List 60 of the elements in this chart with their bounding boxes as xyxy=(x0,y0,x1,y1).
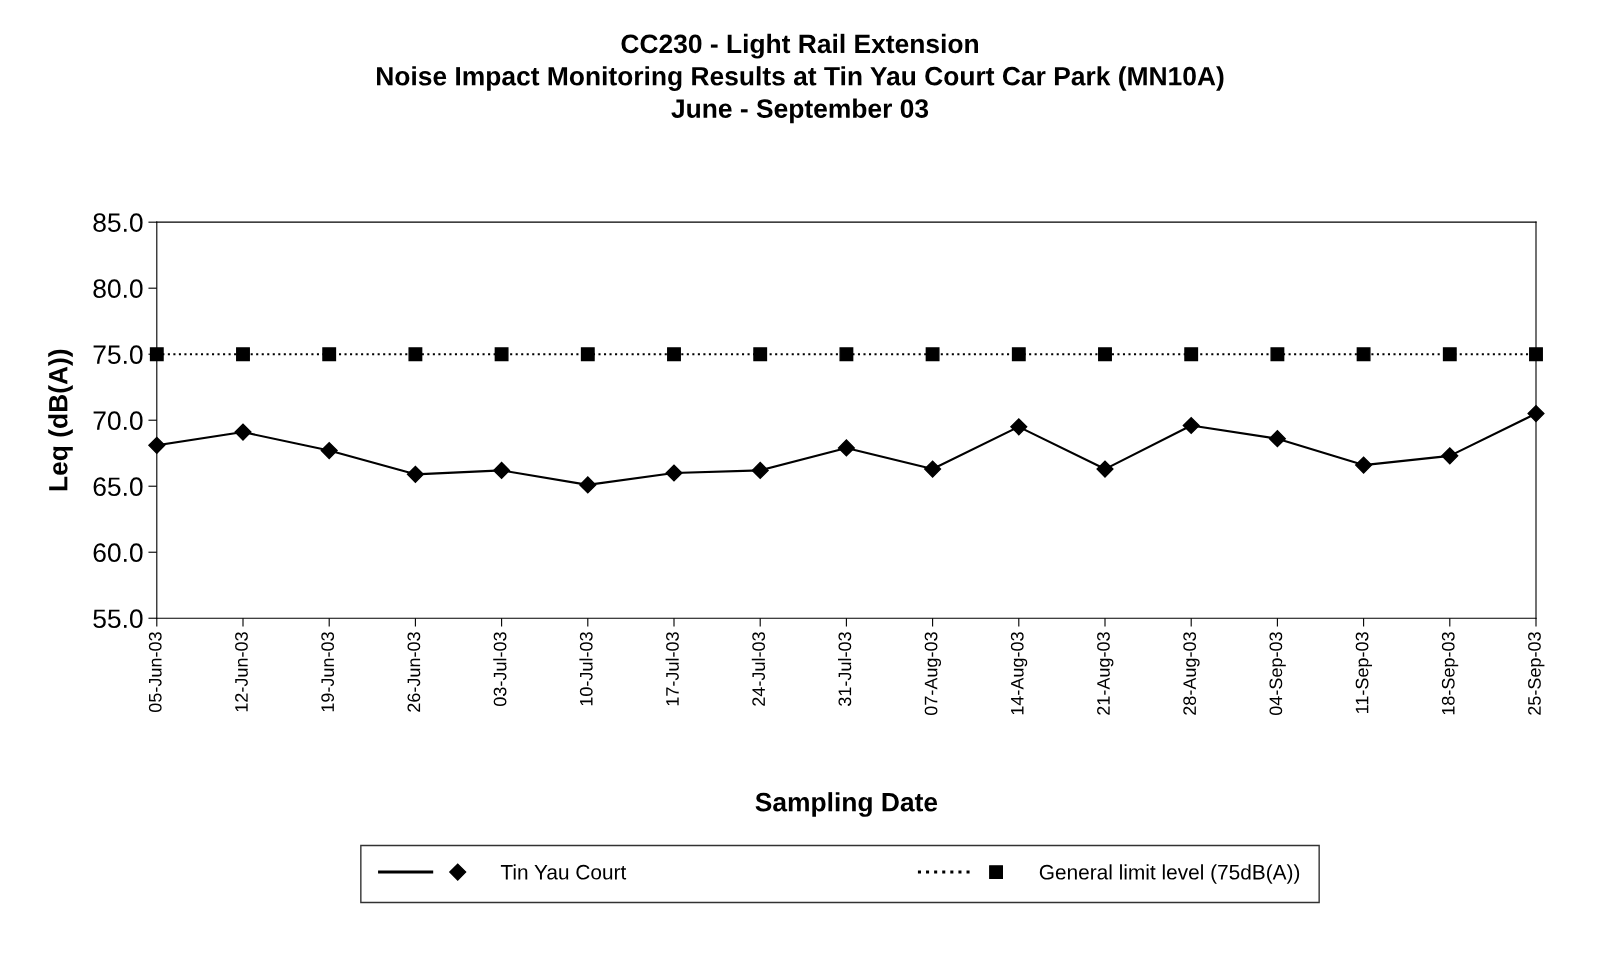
point xyxy=(234,423,252,441)
point xyxy=(1355,456,1373,474)
x-tick-label: 18-Sep-03 xyxy=(1441,632,1459,715)
point xyxy=(1356,347,1371,362)
point xyxy=(580,347,595,362)
point xyxy=(494,347,509,362)
point xyxy=(1182,416,1200,435)
point xyxy=(925,347,940,362)
y-tick-label: 70.0 xyxy=(93,411,143,431)
point xyxy=(1270,347,1285,362)
chart-title: CC230 - Light Rail Extension Noise Impact Monitoring Results at Tin Yau Court Car Park (MN10A) June - September 03 xyxy=(377,33,1224,124)
y-tick-label: 85.0 xyxy=(93,213,143,232)
point xyxy=(579,476,597,494)
point xyxy=(751,461,769,479)
x-tick-label: 14-Aug-03 xyxy=(1010,632,1028,715)
y-axis-title: Leq (dB(A)) xyxy=(48,349,73,491)
x-tick-label: 25-Sep-03 xyxy=(1528,632,1545,715)
x-tick-label: 05-Jun-03 xyxy=(148,632,162,713)
point xyxy=(837,439,855,457)
point xyxy=(1268,430,1286,448)
point xyxy=(667,347,681,362)
x-tick-label: 11-Sep-03 xyxy=(1355,632,1373,714)
y-tick-label: 55.0 xyxy=(93,609,143,629)
x-axis-title: Sampling Date xyxy=(755,792,938,817)
point xyxy=(753,347,768,362)
point xyxy=(408,347,423,362)
x-tick-label: 17-Jul-03 xyxy=(665,632,679,706)
x-tick-label: 26-Jun-03 xyxy=(407,632,421,712)
x-tick-label: 03-Jul-03 xyxy=(493,632,507,706)
point xyxy=(236,347,250,362)
point xyxy=(1442,347,1457,362)
x-tick-label: 12-Jun-03 xyxy=(235,632,248,712)
legend-label: General limit level (75dB(A)) xyxy=(1039,864,1300,884)
x-tick-label: 10-Jul-03 xyxy=(579,632,593,706)
point xyxy=(1184,347,1199,362)
x-tick-label: 28-Aug-03 xyxy=(1183,632,1200,715)
point xyxy=(322,347,337,362)
point xyxy=(665,464,683,482)
x-tick-label: 07-Aug-03 xyxy=(924,632,942,716)
point xyxy=(1011,347,1026,362)
y-tick-label: 75.0 xyxy=(93,345,143,365)
point xyxy=(1098,347,1112,362)
point xyxy=(149,347,164,362)
point xyxy=(1096,460,1114,478)
point xyxy=(406,465,424,483)
y-tick-label: 65.0 xyxy=(93,477,143,497)
point xyxy=(839,347,854,362)
x-tick-label: 04-Sep-03 xyxy=(1269,632,1286,716)
x-tick-label: 31-Jul-03 xyxy=(837,632,852,707)
y-tick-label: 60.0 xyxy=(93,543,143,563)
y-tick-label: 80.0 xyxy=(93,279,143,299)
legend-label: Tin Yau Court xyxy=(500,864,627,880)
x-tick-label: 21-Aug-03 xyxy=(1097,632,1114,715)
x-tick-label: 24-Jul-03 xyxy=(751,632,766,706)
x-tick-label: 19-Jun-03 xyxy=(321,632,335,712)
point xyxy=(924,460,942,478)
point xyxy=(1441,447,1459,465)
point xyxy=(1010,418,1028,436)
point xyxy=(320,442,338,460)
point xyxy=(493,461,511,479)
